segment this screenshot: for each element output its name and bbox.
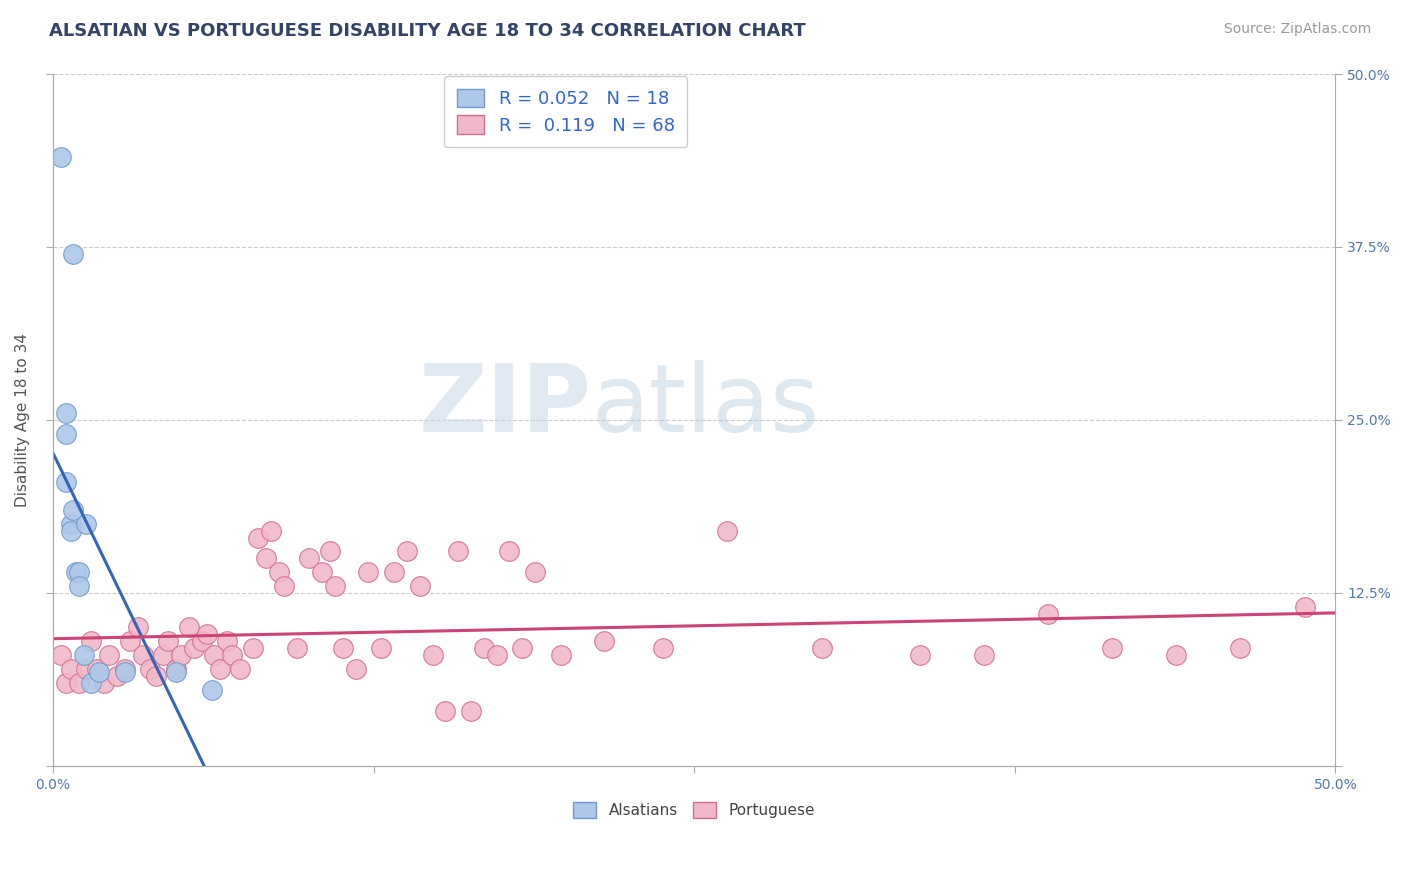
Point [332, 641, 354, 656]
Point [344, 662, 367, 676]
Point [357, 565, 380, 579]
Point [93, 676, 115, 690]
Text: ALSATIAN VS PORTUGUESE DISABILITY AGE 18 TO 34 CORRELATION CHART: ALSATIAN VS PORTUGUESE DISABILITY AGE 18… [49, 22, 806, 40]
Point [319, 544, 342, 558]
Point [311, 565, 333, 579]
Y-axis label: Disability Age 18 to 34: Disability Age 18 to 34 [15, 333, 30, 507]
Point [139, 662, 162, 676]
Point [75, 516, 97, 531]
Point [55, 676, 77, 690]
Point [67, 565, 90, 579]
Point [204, 648, 226, 662]
Point [131, 648, 153, 662]
Point [183, 641, 205, 656]
Point [127, 620, 149, 634]
Point [1166, 648, 1188, 662]
Point [55, 426, 77, 441]
Point [382, 565, 405, 579]
Point [247, 531, 270, 545]
Point [285, 641, 308, 656]
Point [114, 665, 136, 679]
Point [59, 524, 82, 538]
Point [485, 648, 508, 662]
Point [1036, 607, 1059, 621]
Text: ZIP: ZIP [419, 360, 592, 452]
Point [145, 669, 167, 683]
Point [472, 641, 495, 656]
Legend: Alsatians, Portuguese: Alsatians, Portuguese [568, 796, 821, 824]
Point [422, 648, 444, 662]
Point [98, 648, 121, 662]
Text: Source: ZipAtlas.com: Source: ZipAtlas.com [1223, 22, 1371, 37]
Point [652, 641, 675, 656]
Point [460, 704, 482, 718]
Point [593, 634, 616, 648]
Point [1101, 641, 1123, 656]
Point [811, 641, 834, 656]
Point [170, 648, 193, 662]
Point [217, 634, 239, 648]
Point [510, 641, 533, 656]
Point [221, 648, 243, 662]
Point [370, 641, 392, 656]
Point [49, 150, 72, 164]
Point [273, 579, 295, 593]
Point [190, 634, 212, 648]
Point [59, 516, 82, 531]
Point [73, 648, 96, 662]
Point [62, 247, 84, 261]
Point [447, 544, 470, 558]
Point [118, 634, 141, 648]
Point [323, 579, 346, 593]
Point [1229, 641, 1251, 656]
Point [201, 682, 224, 697]
Point [208, 662, 231, 676]
Point [59, 662, 82, 676]
Point [177, 620, 200, 634]
Point [67, 579, 90, 593]
Point [395, 544, 418, 558]
Point [260, 524, 283, 538]
Point [165, 662, 187, 676]
Point [195, 627, 218, 641]
Point [55, 406, 77, 420]
Point [157, 634, 180, 648]
Point [254, 551, 277, 566]
Text: atlas: atlas [592, 360, 820, 452]
Point [105, 669, 128, 683]
Point [973, 648, 995, 662]
Point [65, 565, 87, 579]
Point [49, 648, 72, 662]
Point [524, 565, 547, 579]
Point [242, 641, 264, 656]
Point [86, 662, 108, 676]
Point [152, 648, 174, 662]
Point [550, 648, 572, 662]
Point [67, 676, 90, 690]
Point [55, 475, 77, 490]
Point [75, 662, 97, 676]
Point [80, 634, 103, 648]
Point [80, 676, 103, 690]
Point [87, 665, 110, 679]
Point [165, 665, 187, 679]
Point [498, 544, 520, 558]
Point [434, 704, 457, 718]
Point [1294, 599, 1316, 614]
Point [229, 662, 252, 676]
Point [114, 662, 136, 676]
Point [62, 503, 84, 517]
Point [908, 648, 931, 662]
Point [298, 551, 321, 566]
Point [716, 524, 738, 538]
Point [408, 579, 430, 593]
Point [267, 565, 290, 579]
